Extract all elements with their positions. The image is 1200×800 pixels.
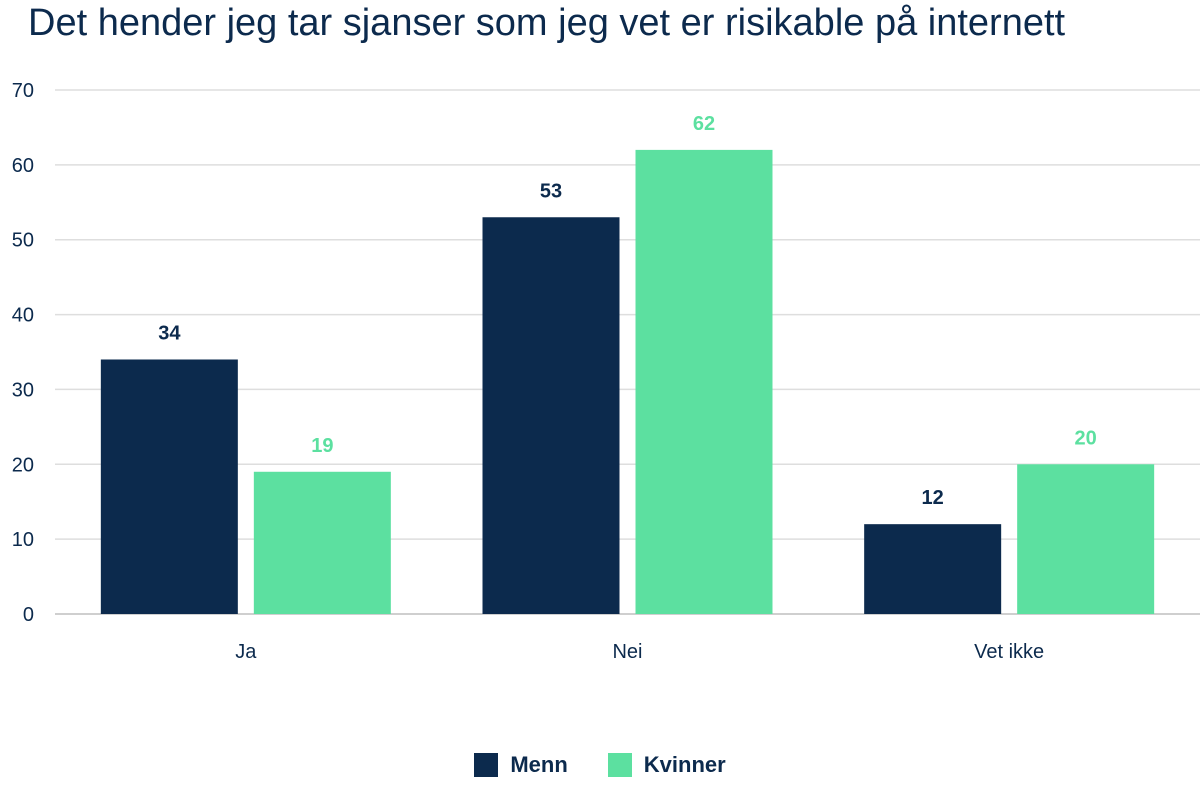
legend-swatch-kvinner [607,753,632,777]
legend-item-menn: Menn [474,752,568,778]
data-labels: 34 19 53 62 12 20 [158,113,1097,509]
y-tick-70: 70 [12,80,34,102]
y-tick-20: 20 [12,454,34,476]
y-axis-ticks: 0 10 20 30 40 50 60 70 [12,80,34,626]
category-label-nei: Nei [612,641,642,663]
chart-title: Det hender jeg tar sjanser som jeg vet e… [28,2,1066,44]
data-label-menn-nei: 53 [540,180,562,202]
y-tick-50: 50 [12,230,34,252]
bar-kvinner-ja [253,471,391,614]
legend-swatch-menn [474,753,499,777]
legend: Menn Kvinner [0,752,1200,778]
data-label-menn-vet-ikke: 12 [922,487,944,509]
category-label-vet-ikke: Vet ikke [974,641,1044,663]
legend-label-menn: Menn [510,752,568,777]
bar-kvinner-vet-ikke [1017,464,1155,614]
bars [100,149,1155,614]
bar-chart: 0 10 20 30 40 50 60 70 34 19 53 62 12 20 Ja Nei Vet ik… [12,80,1200,663]
legend-item-kvinner: Kvinner [607,752,726,778]
y-tick-40: 40 [12,305,34,327]
y-tick-0: 0 [23,604,34,626]
category-label-ja: Ja [235,641,257,663]
data-label-kvinner-nei: 62 [693,113,715,135]
y-tick-60: 60 [12,155,34,177]
data-label-kvinner-vet-ikke: 20 [1075,427,1097,449]
legend-label-kvinner: Kvinner [643,752,726,777]
data-label-kvinner-ja: 19 [311,435,333,457]
x-axis-categories: Ja Nei Vet ikke [235,641,1044,663]
y-tick-30: 30 [12,379,34,401]
bar-menn-vet-ikke [864,524,1002,614]
bar-menn-nei [482,217,620,614]
bar-kvinner-nei [635,149,773,614]
grid-lines [55,89,1200,615]
y-tick-10: 10 [12,529,34,551]
data-label-menn-ja: 34 [158,322,181,344]
bar-menn-ja [100,359,238,614]
